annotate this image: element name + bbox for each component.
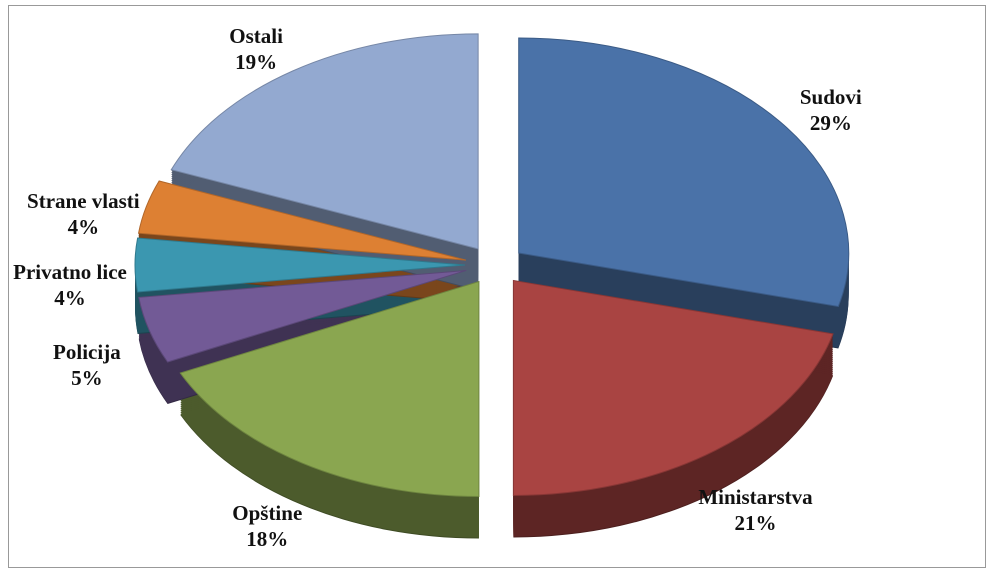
slice [170, 33, 479, 250]
value-label: 29% [809, 111, 852, 136]
category-label: Opštine [232, 500, 303, 525]
slice-tops [134, 33, 850, 498]
slice-label: Sudovi 29% [800, 84, 862, 136]
slice-label: Strane vlasti 4% [27, 188, 140, 240]
slice-label: Policija 5% [53, 339, 121, 391]
slice [137, 180, 467, 261]
category-label: Privatno lice [13, 260, 127, 284]
category-label: Ministarstva [698, 485, 813, 510]
slice-label: Opštine 18% [232, 500, 302, 552]
slice [134, 237, 466, 293]
slice-label: Privatno lice 4% [13, 259, 127, 311]
value-label: 19% [235, 50, 278, 75]
category-label: Policija [53, 339, 121, 364]
value-label: 21% [734, 511, 777, 536]
value-label: 4% [54, 286, 86, 310]
slice [512, 279, 834, 496]
slice-label: Ostali 19% [229, 23, 283, 75]
slice-label: Ministarstva 21% [698, 484, 812, 536]
slice [518, 37, 850, 308]
value-label: 4% [67, 215, 100, 240]
value-label: 18% [246, 526, 289, 551]
category-label: Sudovi [799, 85, 862, 110]
slice [179, 280, 480, 498]
category-label: Strane vlasti [27, 189, 140, 214]
category-label: Ostali [229, 24, 283, 49]
slice [138, 269, 467, 363]
value-label: 5% [71, 365, 103, 390]
